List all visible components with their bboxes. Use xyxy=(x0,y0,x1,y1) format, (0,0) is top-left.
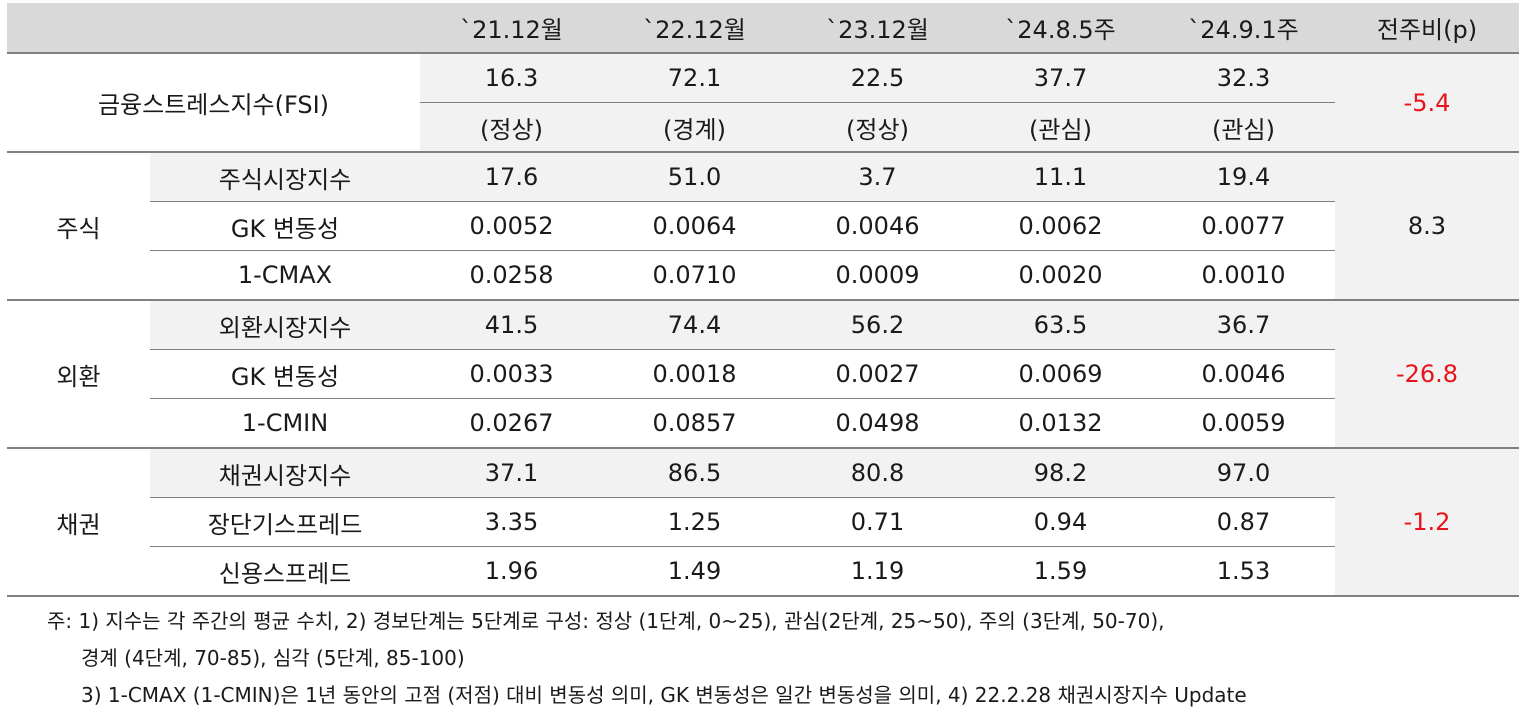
fsi-label: 금융스트레스지수(FSI) xyxy=(7,53,420,153)
group-label-fx: 외환 xyxy=(7,300,150,449)
fsi-table-container: `21.12월 `22.12월 `23.12월 `24.8.5주 `24.9.1… xyxy=(7,3,1519,597)
cell-value: 37.1 xyxy=(420,448,603,498)
fsi-level: (정상) xyxy=(420,102,603,153)
cell-value: 0.87 xyxy=(1152,497,1335,547)
group-change-fx: -26.8 xyxy=(1335,300,1519,449)
group-label-bond: 채권 xyxy=(7,448,150,597)
cell-value: 0.0498 xyxy=(786,398,969,449)
cell-value: 51.0 xyxy=(603,152,786,202)
header-col-1: `21.12월 xyxy=(420,3,603,54)
cell-value: 11.1 xyxy=(969,152,1152,202)
cell-value: 1.19 xyxy=(786,546,969,597)
row-label: 신용스프레드 xyxy=(150,546,420,597)
cell-value: 0.0052 xyxy=(420,201,603,251)
cell-value: 0.0857 xyxy=(603,398,786,449)
cell-value: 1.25 xyxy=(603,497,786,547)
table-row: 1-CMIN 0.0267 0.0857 0.0498 0.0132 0.005… xyxy=(7,398,1519,449)
table-row: GK 변동성 0.0052 0.0064 0.0046 0.0062 0.007… xyxy=(7,201,1519,251)
cell-value: 0.0069 xyxy=(969,349,1152,399)
row-label: 1-CMIN xyxy=(150,398,420,449)
cell-value: 41.5 xyxy=(420,300,603,350)
cell-value: 0.0027 xyxy=(786,349,969,399)
header-col-2: `22.12월 xyxy=(603,3,786,54)
cell-value: 0.0046 xyxy=(1152,349,1335,399)
cell-value: 1.59 xyxy=(969,546,1152,597)
fsi-change: -5.4 xyxy=(1335,53,1519,153)
fsi-level: (관심) xyxy=(1152,102,1335,153)
cell-value: 80.8 xyxy=(786,448,969,498)
fsi-level: (정상) xyxy=(786,102,969,153)
cell-value: 36.7 xyxy=(1152,300,1335,350)
row-label: 1-CMAX xyxy=(150,250,420,301)
header-row: `21.12월 `22.12월 `23.12월 `24.8.5주 `24.9.1… xyxy=(7,3,1519,54)
cell-value: 0.0009 xyxy=(786,250,969,301)
cell-value: 1.53 xyxy=(1152,546,1335,597)
cell-value: 0.0258 xyxy=(420,250,603,301)
cell-value: 0.0064 xyxy=(603,201,786,251)
cell-value: 1.96 xyxy=(420,546,603,597)
cell-value: 56.2 xyxy=(786,300,969,350)
fsi-level: (관심) xyxy=(969,102,1152,153)
fsi-level: (경계) xyxy=(603,102,786,153)
header-col-change: 전주비(p) xyxy=(1335,3,1519,54)
cell-value: 0.0020 xyxy=(969,250,1152,301)
table-row: 외환 외환시장지수 41.5 74.4 56.2 63.5 36.7 -26.8 xyxy=(7,300,1519,449)
cell-value: 3.35 xyxy=(420,497,603,547)
cell-value: 0.71 xyxy=(786,497,969,547)
cell-value: 0.0033 xyxy=(420,349,603,399)
footnote-line: 3) 1-CMAX (1-CMIN)은 1년 동안의 고점 (저점) 대비 변동… xyxy=(81,683,1247,707)
cell-value: 0.0010 xyxy=(1152,250,1335,301)
row-label: 장단기스프레드 xyxy=(150,497,420,547)
group-change-stock: 8.3 xyxy=(1335,152,1519,301)
cell-value: 0.0077 xyxy=(1152,201,1335,251)
group-label-stock: 주식 xyxy=(7,152,150,301)
row-label: GK 변동성 xyxy=(150,201,420,251)
cell-value: 97.0 xyxy=(1152,448,1335,498)
cell-value: 74.4 xyxy=(603,300,786,350)
cell-value: 17.6 xyxy=(420,152,603,202)
table-row: 1-CMAX 0.0258 0.0710 0.0009 0.0020 0.001… xyxy=(7,250,1519,301)
fsi-value: 37.7 xyxy=(969,53,1152,103)
cell-value: 63.5 xyxy=(969,300,1152,350)
cell-value: 0.94 xyxy=(969,497,1152,547)
cell-value: 98.2 xyxy=(969,448,1152,498)
fsi-value: 22.5 xyxy=(786,53,969,103)
fsi-value: 72.1 xyxy=(603,53,786,103)
header-col-3: `23.12월 xyxy=(786,3,969,54)
cell-value: 0.0132 xyxy=(969,398,1152,449)
fsi-value: 16.3 xyxy=(420,53,603,103)
cell-value: 0.0710 xyxy=(603,250,786,301)
cell-value: 19.4 xyxy=(1152,152,1335,202)
row-label: 주식시장지수 xyxy=(150,152,420,202)
table-row: 주식 주식시장지수 17.6 51.0 3.7 11.1 19.4 8.3 xyxy=(7,152,1519,301)
cell-value: 86.5 xyxy=(603,448,786,498)
group-change-bond: -1.2 xyxy=(1335,448,1519,597)
table-row: GK 변동성 0.0033 0.0018 0.0027 0.0069 0.004… xyxy=(7,349,1519,399)
cell-value: 0.0062 xyxy=(969,201,1152,251)
cell-value: 0.0267 xyxy=(420,398,603,449)
footnote-line: 주: 1) 지수는 각 주간의 평균 수치, 2) 경보단계는 5단계로 구성:… xyxy=(47,609,1165,633)
fsi-value: 32.3 xyxy=(1152,53,1335,103)
fsi-table: `21.12월 `22.12월 `23.12월 `24.8.5주 `24.9.1… xyxy=(7,3,1519,597)
table-row: 채권 채권시장지수 37.1 86.5 80.8 98.2 97.0 -1.2 xyxy=(7,448,1519,597)
row-label: 채권시장지수 xyxy=(150,448,420,498)
row-label: 외환시장지수 xyxy=(150,300,420,350)
fsi-level-row: (정상) (경계) (정상) (관심) (관심) xyxy=(7,102,1519,153)
cell-value: 3.7 xyxy=(786,152,969,202)
cell-value: 0.0018 xyxy=(603,349,786,399)
footnotes: 주: 1) 지수는 각 주간의 평균 수치, 2) 경보단계는 5단계로 구성:… xyxy=(47,603,1247,714)
table-row: 신용스프레드 1.96 1.49 1.19 1.59 1.53 xyxy=(7,546,1519,597)
header-col-4: `24.8.5주 xyxy=(969,3,1152,54)
table-row: 장단기스프레드 3.35 1.25 0.71 0.94 0.87 xyxy=(7,497,1519,547)
cell-value: 0.0059 xyxy=(1152,398,1335,449)
cell-value: 1.49 xyxy=(603,546,786,597)
header-blank xyxy=(7,3,420,54)
footnote-line: 경계 (4단계, 70-85), 심각 (5단계, 85-100) xyxy=(81,646,465,670)
row-label: GK 변동성 xyxy=(150,349,420,399)
fsi-value-row: 금융스트레스지수(FSI) 16.3 72.1 22.5 37.7 32.3 -… xyxy=(7,53,1519,153)
header-col-5: `24.9.1주 xyxy=(1152,3,1335,54)
cell-value: 0.0046 xyxy=(786,201,969,251)
